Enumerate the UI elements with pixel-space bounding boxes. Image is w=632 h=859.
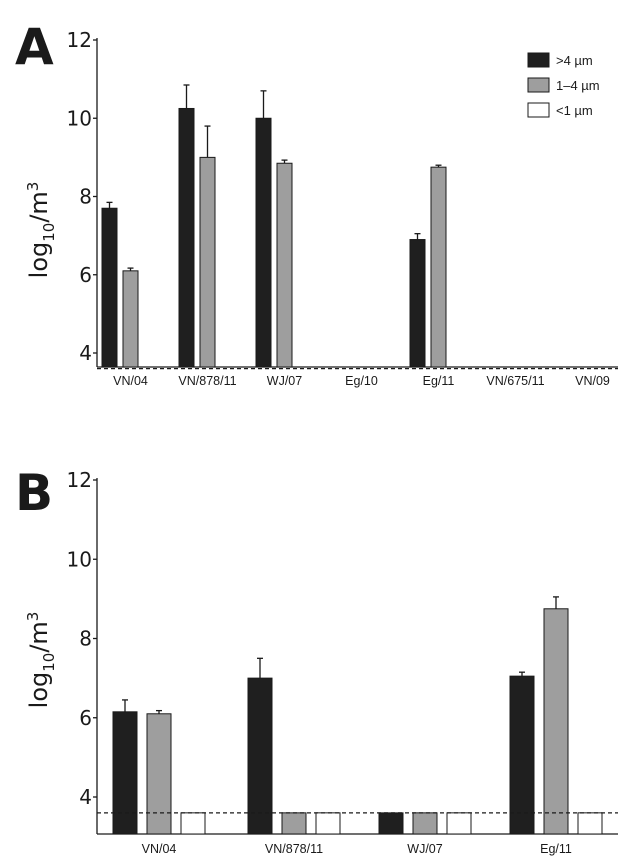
panel-a-y-tick-label: 4 <box>79 341 92 365</box>
panel-a-y-tick-label: 8 <box>79 185 92 209</box>
panel-b-bar <box>543 608 569 835</box>
panel-b-bar <box>180 812 206 835</box>
legend-swatch-gt4 <box>527 52 550 68</box>
panel-a-y-tick-label: 6 <box>79 263 92 287</box>
panel-a-letter: A <box>15 18 54 76</box>
panel-b-y-tick-label: 10 <box>67 547 92 571</box>
panel-a-category-label: VN/675/11 <box>486 374 544 388</box>
panel-b-bar <box>315 812 341 835</box>
panel-a-bar <box>199 156 216 368</box>
panel-b-category-label: Eg/11 <box>540 842 572 856</box>
panel-a-category-label: VN/878/11 <box>178 374 236 388</box>
panel-b-bar <box>146 713 172 835</box>
panel-b-bar <box>281 812 307 835</box>
panel-a-y-tick-label: 10 <box>67 106 92 130</box>
panel-a-ylabel-mid: /m <box>25 191 53 222</box>
panel-b-bar <box>412 812 438 835</box>
panel-a-y-tick-label: 12 <box>67 28 92 52</box>
legend-label-lt1: <1 µm <box>556 103 593 118</box>
panel-a-bar <box>276 162 293 368</box>
panel-a-bar <box>255 117 272 368</box>
panel-b-y-tick-label: 4 <box>79 785 92 809</box>
legend-swatch-lt1 <box>527 102 550 118</box>
panel-b-plot: 4 6 8 10 12 VN/04 VN/878/11 WJ/07 Eg/11 <box>67 468 618 856</box>
panel-a-ylabel-sub: 10 <box>40 223 58 242</box>
legend: >4 µm 1–4 µm <1 µm <box>527 52 600 118</box>
panel-b-bar <box>446 812 472 835</box>
panel-b-category-label: WJ/07 <box>407 842 442 856</box>
panel-a-bar <box>409 239 426 368</box>
panel-a-category-label: VN/09 <box>575 374 610 388</box>
panel-b-y-tick-label: 8 <box>79 627 92 651</box>
panel-a-category-label: Eg/10 <box>345 374 378 388</box>
panel-b-ylabel-sub: 10 <box>40 653 58 672</box>
panel-b-y-tick-label: 12 <box>67 468 92 492</box>
panel-b-ylabel-base: log <box>25 672 53 709</box>
panel-a-bar <box>122 270 139 368</box>
legend-label-gt4: >4 µm <box>556 53 593 68</box>
panel-a-category-label: WJ/07 <box>267 374 302 388</box>
panel-b-letter: B <box>15 464 53 522</box>
panel-b-bar <box>577 812 603 835</box>
panel-b-y-tick-label: 6 <box>79 706 92 730</box>
legend-swatch-mid <box>527 77 550 93</box>
panel-a-bar <box>430 166 447 368</box>
panel-b-ylabel-mid: /m <box>25 621 53 652</box>
panel-b-bar <box>509 675 535 835</box>
panel-a-ylabel-sup: 3 <box>24 182 42 192</box>
panel-a-ylabel-base: log <box>25 242 53 279</box>
legend-label-mid: 1–4 µm <box>556 78 600 93</box>
panel-b-bar <box>378 812 404 835</box>
panel-b-y-axis-label: log10/m3 <box>24 612 58 709</box>
panel-a-category-label: Eg/11 <box>423 374 455 388</box>
panel-a-category-label: VN/04 <box>113 374 148 388</box>
panel-a-y-axis-label: log10/m3 <box>24 182 58 279</box>
panel-b-bar <box>112 711 138 835</box>
panel-a-plot: 4 6 8 10 12 VN/04 VN/878/11 WJ/07 Eg/10 Eg/11 VN/6… <box>67 28 618 388</box>
panel-b-category-label: VN/04 <box>142 842 177 856</box>
panel-b-ylabel-sup: 3 <box>24 612 42 622</box>
panel-b-bar <box>247 677 273 835</box>
panel-b-category-label: VN/878/11 <box>265 842 323 856</box>
panel-a-bar <box>101 207 118 368</box>
panel-a-bar <box>178 107 195 368</box>
